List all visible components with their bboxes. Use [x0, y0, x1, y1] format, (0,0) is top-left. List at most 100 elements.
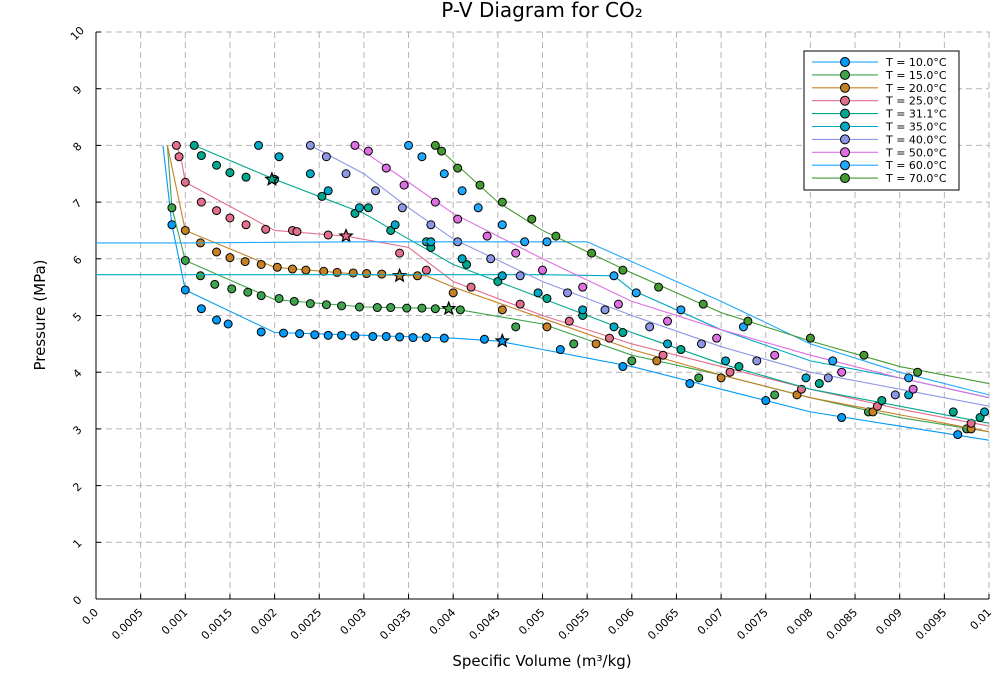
data-point — [652, 356, 662, 366]
data-point — [417, 152, 427, 162]
data-point — [195, 271, 205, 281]
series-1 — [162, 145, 989, 441]
data-point — [254, 140, 264, 150]
data-point — [167, 203, 177, 213]
data-point — [627, 356, 637, 366]
data-point — [966, 418, 976, 428]
data-point — [395, 248, 405, 258]
critical-point-star — [494, 332, 511, 348]
series-layer — [96, 140, 989, 441]
data-point — [395, 332, 405, 342]
data-point — [404, 140, 414, 150]
data-point — [402, 303, 412, 313]
data-point — [551, 231, 561, 241]
x-tick-label: 0.0015 — [199, 606, 235, 642]
data-point — [805, 333, 815, 343]
data-point — [412, 271, 422, 281]
data-point — [609, 271, 619, 281]
legend-box — [803, 50, 960, 191]
data-point — [685, 379, 695, 389]
data-point — [631, 288, 641, 298]
data-point — [341, 169, 351, 179]
legend-marker — [840, 108, 850, 119]
data-point — [430, 197, 440, 207]
series-10 — [430, 140, 989, 385]
y-tick-label: 9 — [70, 83, 84, 97]
data-point — [289, 296, 299, 306]
legend-label: T = 70.0°C — [885, 172, 947, 185]
x-tick-label: 0.0055 — [556, 606, 592, 642]
data-point — [430, 304, 440, 314]
data-point — [321, 300, 331, 310]
y-tick-label: 0 — [70, 593, 84, 607]
data-point — [698, 299, 708, 309]
data-point — [658, 350, 668, 360]
data-point — [613, 299, 623, 309]
data-point — [511, 248, 521, 258]
data-point — [948, 407, 958, 417]
data-point — [564, 316, 574, 326]
series-line — [96, 241, 989, 396]
data-point — [337, 301, 347, 311]
data-point — [305, 299, 315, 309]
data-point — [676, 305, 686, 315]
x-tick-label: 0.0095 — [913, 606, 949, 642]
data-point — [761, 396, 771, 406]
y-tick-label: 3 — [70, 423, 84, 437]
data-point — [196, 151, 206, 161]
data-point — [317, 191, 327, 201]
data-point — [399, 180, 409, 190]
data-point — [618, 328, 628, 338]
data-point — [725, 367, 735, 377]
data-point — [227, 284, 237, 294]
x-tick-label: 0.0075 — [734, 606, 770, 642]
data-point — [676, 345, 686, 355]
data-point — [439, 169, 449, 179]
x-tick-label: 0.01 — [968, 606, 995, 633]
data-point — [721, 356, 731, 366]
data-point — [212, 206, 222, 216]
legend-label: T = 20.0°C — [885, 82, 947, 95]
data-point — [591, 339, 601, 349]
data-point — [274, 152, 284, 162]
data-point — [448, 288, 458, 298]
data-point — [578, 305, 588, 315]
data-point — [837, 413, 847, 423]
x-tick-label: 0.0085 — [824, 606, 860, 642]
data-point — [287, 264, 297, 274]
data-point — [511, 322, 521, 332]
data-point — [712, 333, 722, 343]
data-point — [515, 299, 525, 309]
legend-label: T = 60.0°C — [885, 159, 947, 172]
data-point — [734, 362, 744, 372]
data-point — [770, 350, 780, 360]
data-point — [241, 220, 251, 230]
data-point — [533, 288, 543, 298]
series-line — [354, 144, 989, 399]
data-point — [381, 331, 391, 341]
data-point — [292, 227, 302, 237]
series-line — [96, 274, 989, 399]
x-tick-label: 0.0005 — [109, 606, 145, 642]
data-point — [321, 152, 331, 162]
data-point — [600, 305, 610, 315]
data-point — [180, 256, 190, 265]
data-point — [486, 254, 496, 264]
data-point — [363, 203, 373, 213]
legend-marker — [840, 57, 850, 67]
data-point — [814, 379, 824, 389]
data-point — [457, 254, 467, 264]
data-point — [212, 315, 222, 325]
data-point — [256, 291, 266, 301]
data-point — [663, 316, 673, 326]
data-point — [323, 186, 333, 196]
data-point — [618, 362, 628, 372]
data-point — [323, 330, 333, 340]
legend-marker — [840, 147, 850, 158]
data-point — [439, 333, 449, 343]
data-point — [457, 186, 467, 196]
legend-marker — [840, 160, 850, 171]
data-point — [752, 356, 762, 366]
data-point — [527, 214, 537, 224]
x-tick-label: 0.005 — [516, 606, 547, 637]
